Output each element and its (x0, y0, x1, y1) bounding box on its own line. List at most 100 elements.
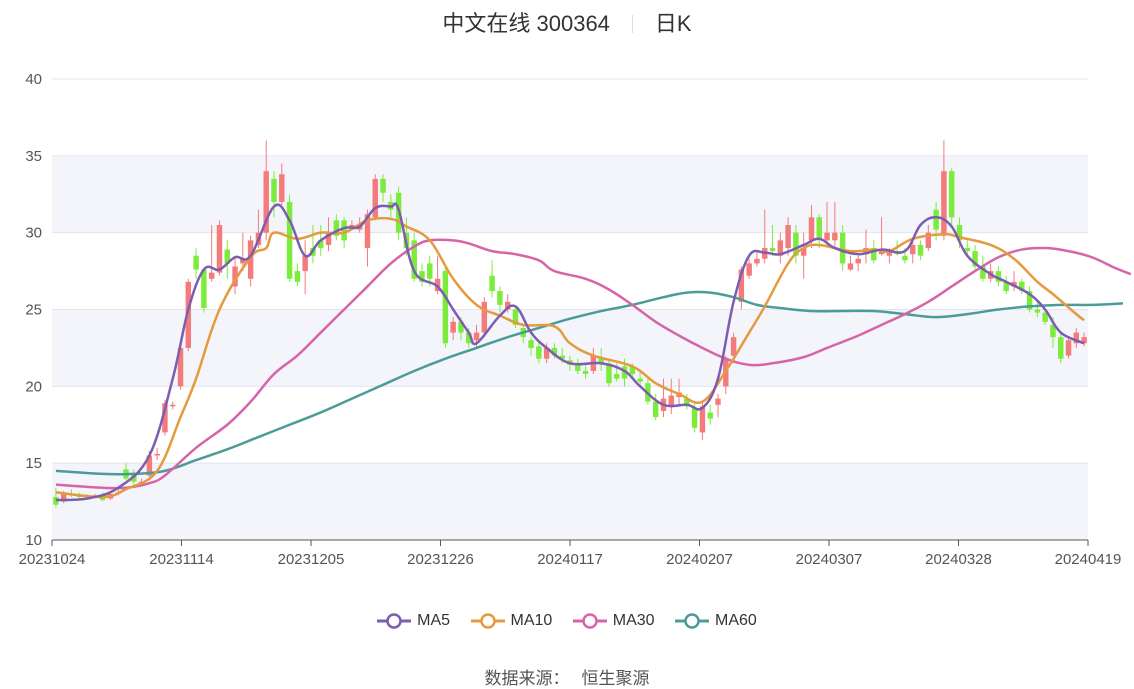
candle (816, 217, 822, 241)
candle (1034, 309, 1041, 313)
candle (575, 364, 581, 371)
candle (995, 271, 1002, 282)
candle (177, 347, 184, 387)
candle (216, 224, 223, 273)
candle (536, 346, 542, 359)
candle (956, 224, 963, 241)
candle (1026, 291, 1033, 310)
ma-line-ma30 (55, 238, 1132, 490)
legend-label-ma30: MA30 (612, 612, 655, 629)
legend-label-ma5: MA5 (417, 612, 451, 629)
candle (333, 220, 340, 236)
x-tick-label: 20240207 (666, 551, 733, 568)
candle (543, 347, 550, 359)
candle (878, 251, 885, 255)
candle (559, 355, 565, 359)
legend-label-ma60: MA60 (715, 612, 757, 629)
candle (528, 340, 534, 348)
candle (769, 248, 776, 252)
candle (948, 171, 955, 218)
candle (201, 269, 207, 308)
candle (847, 263, 854, 270)
candle (684, 398, 690, 407)
candle (419, 271, 425, 282)
candle (450, 321, 456, 333)
candle (146, 455, 153, 476)
candle (933, 209, 939, 230)
candle (302, 255, 308, 272)
candle (715, 398, 721, 405)
candle (582, 370, 589, 375)
candle (606, 363, 612, 384)
candle (941, 171, 947, 236)
y-tick-label: 30 (25, 225, 42, 242)
candle (964, 248, 970, 252)
legend-marker-ma5 (377, 613, 412, 629)
candle (364, 214, 371, 249)
candle (504, 301, 511, 310)
candle (473, 332, 480, 341)
x-tick-label: 20240328 (925, 551, 992, 568)
y-tick-label: 15 (25, 455, 42, 472)
y-tick-label: 25 (25, 302, 42, 319)
plot-band (52, 155, 1088, 233)
candle (699, 406, 706, 433)
candle (1003, 281, 1009, 292)
candle (185, 281, 192, 348)
y-tick-label: 20 (25, 378, 42, 395)
candle (972, 251, 978, 267)
candle (442, 271, 449, 344)
legend-item-ma10[interactable]: MA10 (470, 612, 553, 630)
candle (738, 269, 745, 302)
candle (1081, 337, 1087, 344)
legend-marker-ma10 (470, 613, 505, 629)
candle (512, 309, 519, 325)
candle (427, 263, 433, 279)
header-divider (631, 15, 633, 33)
candle (754, 258, 760, 264)
candle (839, 232, 846, 264)
x-tick-label: 20231205 (278, 551, 345, 568)
candle (551, 347, 558, 356)
candle (489, 275, 495, 292)
candle (53, 496, 59, 505)
ma-line-ma5 (55, 202, 1085, 502)
candle (286, 201, 293, 279)
data-source: 数据来源： 恒生聚源 (0, 664, 1134, 689)
candle (637, 378, 643, 382)
x-tick-label: 20240307 (796, 551, 863, 568)
candle (1058, 337, 1064, 359)
candle (247, 240, 254, 279)
candle (154, 453, 160, 456)
source-provider: 恒生聚源 (581, 669, 650, 688)
y-tick-label: 10 (25, 532, 42, 549)
candle (294, 271, 301, 282)
legend-item-ma60[interactable]: MA60 (675, 612, 757, 630)
legend-item-ma30[interactable]: MA30 (572, 612, 655, 630)
candle (380, 178, 386, 193)
candle (629, 366, 636, 375)
candle (232, 266, 238, 287)
candle (832, 232, 838, 241)
legend-item-ma5[interactable]: MA5 (377, 612, 450, 630)
candle (341, 220, 347, 241)
candlestick-chart: 10 15 20 25 30 35 40 20231024 20231114 20231205 20… (19, 71, 1132, 568)
period-label: 日K (654, 11, 692, 36)
candle (668, 395, 674, 407)
source-label: 数据来源： (484, 669, 570, 688)
legend-label-ma10: MA10 (510, 612, 553, 629)
candle (224, 249, 230, 264)
candle (886, 251, 893, 256)
candle (707, 412, 713, 419)
stock-name-code: 中文在线 300364 (442, 11, 610, 36)
candle (279, 174, 285, 202)
candle (240, 258, 246, 264)
candle (411, 240, 417, 279)
candle (318, 240, 324, 249)
candle (746, 263, 752, 276)
x-tick-label: 20231226 (407, 551, 474, 568)
plot-band (52, 463, 1088, 540)
candle (902, 255, 908, 261)
candle (372, 178, 378, 218)
candle (800, 248, 807, 256)
